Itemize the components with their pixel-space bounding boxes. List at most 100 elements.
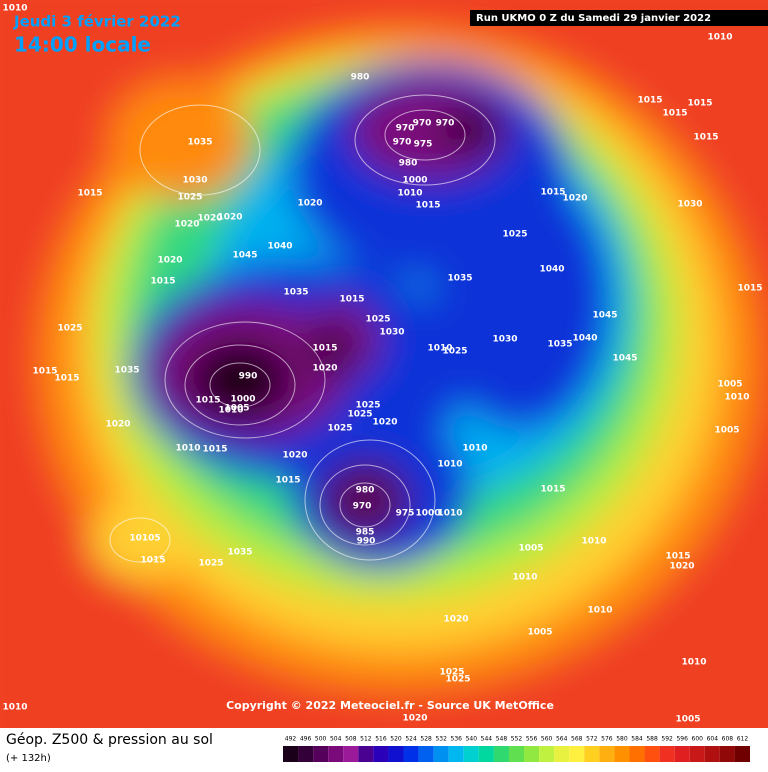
- isobar-label: 1035: [227, 548, 252, 558]
- isobar-label: 1025: [347, 410, 372, 420]
- isobar-label: 1020: [312, 364, 337, 374]
- colorbar-swatch: [614, 746, 630, 762]
- colorbar-swatch: [629, 746, 645, 762]
- isobar-label: 1015: [32, 367, 57, 377]
- isobar-label: 1015: [202, 445, 227, 455]
- isobar-label: 1040: [539, 265, 564, 275]
- colorbar-label: 552: [511, 736, 523, 743]
- colorbar-swatch: [599, 746, 615, 762]
- colorbar-label: 608: [722, 736, 734, 743]
- isobar-label: 1010: [724, 393, 749, 403]
- run-box: [470, 10, 768, 26]
- isobar-label: 1000: [402, 176, 427, 186]
- isobar-label: 1010: [437, 460, 462, 470]
- isobar-label: 975: [414, 140, 433, 150]
- copyright: Copyright © 2022 Meteociel.fr - Source U…: [226, 699, 554, 712]
- isobar-label: 1035: [187, 138, 212, 148]
- colorbar-label: 604: [707, 736, 719, 743]
- isobar-label: 1015: [312, 344, 337, 354]
- colorbar-label: 496: [300, 736, 312, 743]
- isobar-label: 980: [399, 159, 418, 169]
- colorbar-swatch: [358, 746, 374, 762]
- isobar-label: 1025: [442, 347, 467, 357]
- colorbar-label: 492: [285, 736, 297, 743]
- isobar-label: 1010: [397, 189, 422, 199]
- isobar-label: 1010: [427, 344, 452, 354]
- colorbar-swatch: [493, 746, 509, 762]
- isobar-label: 970: [353, 502, 372, 512]
- isobar-label: 1010: [512, 573, 537, 583]
- isobar-label: 1045: [232, 251, 257, 261]
- colorbar-swatch: [448, 746, 464, 762]
- isobar-label: 1015: [339, 295, 364, 305]
- colorbar-swatch: [403, 746, 419, 762]
- colorbar-label: 508: [345, 736, 357, 743]
- isobar-label: 1020: [372, 418, 397, 428]
- colorbar-swatch: [734, 746, 750, 762]
- colorbar-label: 528: [420, 736, 432, 743]
- isobar-label: 1025: [355, 401, 380, 411]
- colorbar-swatch: [659, 746, 675, 762]
- isobar-label: 1005: [714, 426, 739, 436]
- colorbar-swatch: [719, 746, 735, 762]
- isobar-label: 1015: [140, 556, 165, 566]
- colorbar-swatch: [373, 746, 389, 762]
- footer-lead: (+ 132h): [6, 753, 51, 764]
- isobar-label: 1015: [77, 189, 102, 199]
- isobar-label: 1025: [57, 324, 82, 334]
- colorbar-label: 592: [661, 736, 673, 743]
- isobar-label: 1015: [54, 374, 79, 384]
- colorbar-label: 584: [631, 736, 643, 743]
- colorbar-swatch: [508, 746, 525, 762]
- isobar-label: 1015: [275, 476, 300, 486]
- colorbar-swatch: [539, 746, 555, 762]
- colorbar-label: 512: [360, 736, 372, 743]
- isobar-label: 1000: [415, 509, 440, 519]
- colorbar-label: 572: [586, 736, 598, 743]
- isobar-label: 1035: [114, 366, 139, 376]
- run-label: Run UKMO 0 Z du Samedi 29 janvier 2022: [476, 13, 711, 24]
- isobar-label: 1015: [415, 201, 440, 211]
- colorbar-swatch: [433, 746, 449, 762]
- isobar-label: 970: [396, 124, 415, 134]
- isobar-label: 1035: [447, 274, 472, 284]
- isobar-label: 1025: [439, 668, 464, 678]
- isobar-label: 1005: [224, 404, 249, 414]
- isobar-label: 1000: [230, 395, 255, 405]
- isobar-label: 1005: [717, 380, 742, 390]
- colorbar-swatch: [388, 746, 404, 762]
- colorbar-swatch: [283, 746, 299, 762]
- isobar-label: 1025: [327, 424, 352, 434]
- footer-title: Géop. Z500 & pression au sol: [6, 732, 213, 748]
- isobar-label: 980: [356, 486, 375, 496]
- colorbar-swatch: [584, 746, 600, 762]
- isobar-label: 1010: [175, 444, 200, 454]
- isobar-label: 970: [393, 138, 412, 148]
- isobar-label: 1025: [198, 559, 223, 569]
- colorbar-label: 560: [541, 736, 553, 743]
- isobar-label: 1010: [2, 703, 27, 713]
- colorbar-label: 500: [315, 736, 327, 743]
- colorbar-swatch: [313, 746, 329, 762]
- isobar-label: 1040: [267, 242, 292, 252]
- colorbar-label: 600: [692, 736, 704, 743]
- isobar-label: 1015: [150, 277, 175, 287]
- isobar-label: 1020: [669, 562, 694, 572]
- isobar-label: 1015: [540, 485, 565, 495]
- isobar-label: 1010: [462, 444, 487, 454]
- isobar-label: 1020: [282, 451, 307, 461]
- isobar-label: 1035: [547, 340, 572, 350]
- isobar-label: 1010: [437, 509, 462, 519]
- colorbar-label: 524: [405, 736, 417, 743]
- isobar-label: 1015: [195, 396, 220, 406]
- isobar-label: 1010: [2, 4, 27, 14]
- isobar-label: 1045: [592, 311, 617, 321]
- colorbar-label: 588: [646, 736, 658, 743]
- colorbar-swatch: [343, 746, 359, 762]
- colorbar-label: 544: [481, 736, 493, 743]
- colorbar-swatch: [554, 746, 570, 762]
- isobar-label: 1030: [492, 335, 517, 345]
- colorbar-label: 568: [571, 736, 583, 743]
